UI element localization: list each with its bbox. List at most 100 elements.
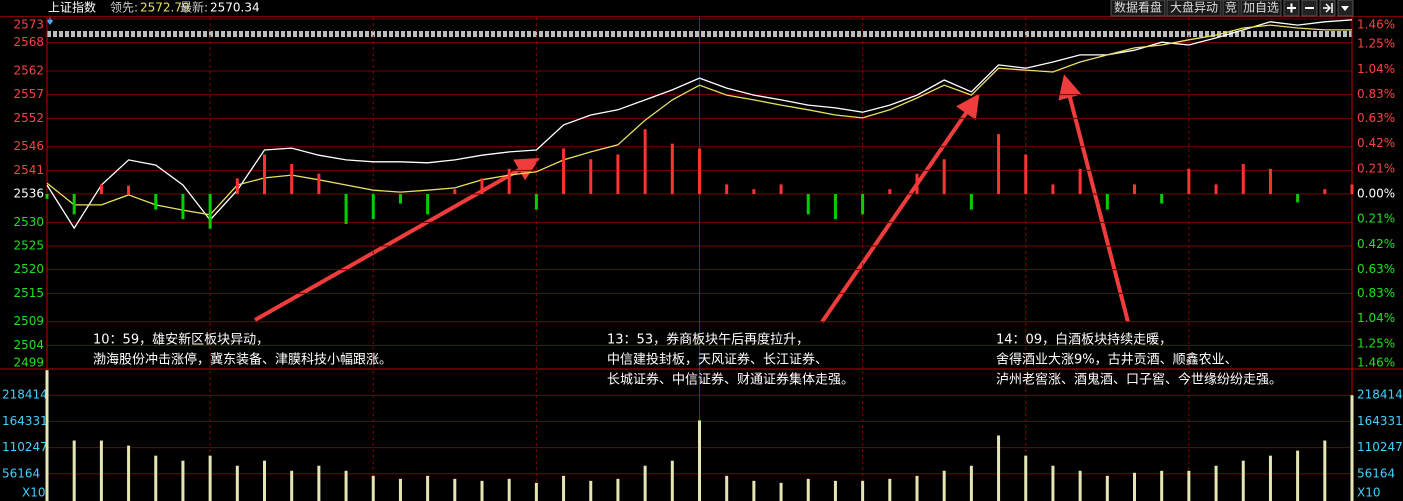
lead-bar <box>779 184 783 194</box>
lead-bar <box>1323 189 1327 194</box>
volume-bar <box>290 470 294 501</box>
lead-bar <box>344 194 348 224</box>
y-tick-label: 2562 <box>13 64 44 78</box>
button-label[interactable]: 加自选 <box>1243 1 1279 15</box>
lead-bar <box>507 168 511 194</box>
lead-bar <box>698 148 701 194</box>
lead-bar <box>1160 194 1164 204</box>
lead-bar <box>643 129 647 194</box>
y2-tick-label: 0.21% <box>1357 212 1395 226</box>
volume-bar <box>344 470 348 501</box>
volume-bar <box>317 465 321 501</box>
y2-tick-label: 1.04% <box>1357 311 1395 325</box>
volume-bar <box>507 478 511 501</box>
button-label[interactable]: 大盘异动 <box>1170 0 1218 15</box>
lead-bar <box>725 184 729 194</box>
y-tick-label: 218414 <box>2 388 48 402</box>
volume-bar <box>1296 450 1300 501</box>
volume-bar <box>1078 470 1082 501</box>
zoom-in-icon <box>1287 3 1296 13</box>
button[interactable] <box>1240 0 1282 17</box>
jump-end-icon <box>1323 3 1333 13</box>
y-tick-label: 2557 <box>13 87 44 101</box>
volume-bar <box>969 465 973 501</box>
lead-bar <box>616 154 620 194</box>
volume-unit: X10 <box>22 486 46 500</box>
volume-bar <box>833 480 837 501</box>
lead-bar <box>99 184 103 194</box>
lead-bar <box>969 194 973 210</box>
volume-bar <box>725 475 729 501</box>
y-tick-label-right: 56164 <box>1357 466 1395 480</box>
volume-bar <box>127 445 131 501</box>
y-tick-label: 2530 <box>13 215 44 229</box>
volume-bar <box>616 478 620 501</box>
y2-tick-label: 1.25% <box>1357 37 1395 51</box>
lead-bar <box>670 143 674 194</box>
volume-bar <box>1133 472 1136 501</box>
volume-bar <box>643 465 647 501</box>
volume-bar <box>1024 455 1028 501</box>
arrow <box>1058 74 1130 323</box>
y-tick-label: 2520 <box>13 262 44 276</box>
lead-bar <box>833 194 837 220</box>
volume-bar <box>1323 440 1327 501</box>
volume-bar <box>562 475 566 501</box>
latest-value: 2570.34 <box>210 1 260 15</box>
y-tick-label: 2515 <box>13 286 44 300</box>
volume-bar <box>398 478 402 501</box>
volume-bar <box>1214 465 1218 501</box>
lead-bar <box>127 185 131 194</box>
volume-unit-right: X10 <box>1357 486 1381 500</box>
volume-bar <box>861 480 865 501</box>
volume-bar <box>426 475 430 501</box>
lead-bar <box>534 194 538 210</box>
menu-icon <box>1341 6 1349 11</box>
y-tick-label: 2568 <box>13 35 44 49</box>
lead-bar <box>915 173 919 194</box>
lead-bar <box>752 189 756 194</box>
button[interactable] <box>1222 0 1240 17</box>
y-tick-label: 2541 <box>13 163 44 177</box>
lead-bar <box>45 194 49 199</box>
button[interactable] <box>1110 0 1166 17</box>
toolbar: 数据看盘 大盘异动 竞 加自选 <box>1110 0 1354 17</box>
volume-bar <box>942 470 946 501</box>
y2-tick-label: 1.25% <box>1357 336 1395 350</box>
volume-bar <box>1105 475 1109 501</box>
lead-bar <box>1051 184 1055 194</box>
volume-bar <box>779 482 783 501</box>
volume-bar <box>181 460 185 501</box>
volume-bar <box>72 440 76 501</box>
volume-bar <box>1160 470 1164 501</box>
y-tick-label: 164331 <box>2 414 48 428</box>
lead-bar <box>1241 164 1245 194</box>
index-name: 上证指数 <box>48 0 96 15</box>
y2-tick-label: 0.63% <box>1357 262 1395 276</box>
y-tick-label-right: 218414 <box>1357 388 1403 402</box>
lead-bar <box>154 194 158 210</box>
volume-bar <box>45 370 49 501</box>
volume-bar <box>1350 395 1354 501</box>
y2-tick-label: 1.46% <box>1357 356 1395 370</box>
volume-bar <box>263 460 266 501</box>
y2-tick-label: 0.42% <box>1357 237 1395 251</box>
volume-bar <box>752 480 756 501</box>
volume-bar <box>888 478 892 501</box>
lead-bar <box>888 189 892 194</box>
lead-bar <box>1350 184 1354 194</box>
lead-bar <box>208 194 212 229</box>
volume-bar <box>371 475 375 501</box>
volume-bar <box>1187 470 1191 501</box>
lead-bar <box>861 194 865 215</box>
volume-bar <box>1241 460 1245 501</box>
volume-bar <box>480 480 484 501</box>
button-label[interactable]: 竞 <box>1225 1 1237 15</box>
lead-bar <box>290 164 294 194</box>
y2-tick-label: 0.63% <box>1357 111 1395 125</box>
button-label[interactable]: 数据看盘 <box>1114 0 1162 15</box>
y-tick-label: 56164 <box>2 466 40 480</box>
button[interactable] <box>1166 0 1222 17</box>
lead-bar <box>1133 184 1136 194</box>
